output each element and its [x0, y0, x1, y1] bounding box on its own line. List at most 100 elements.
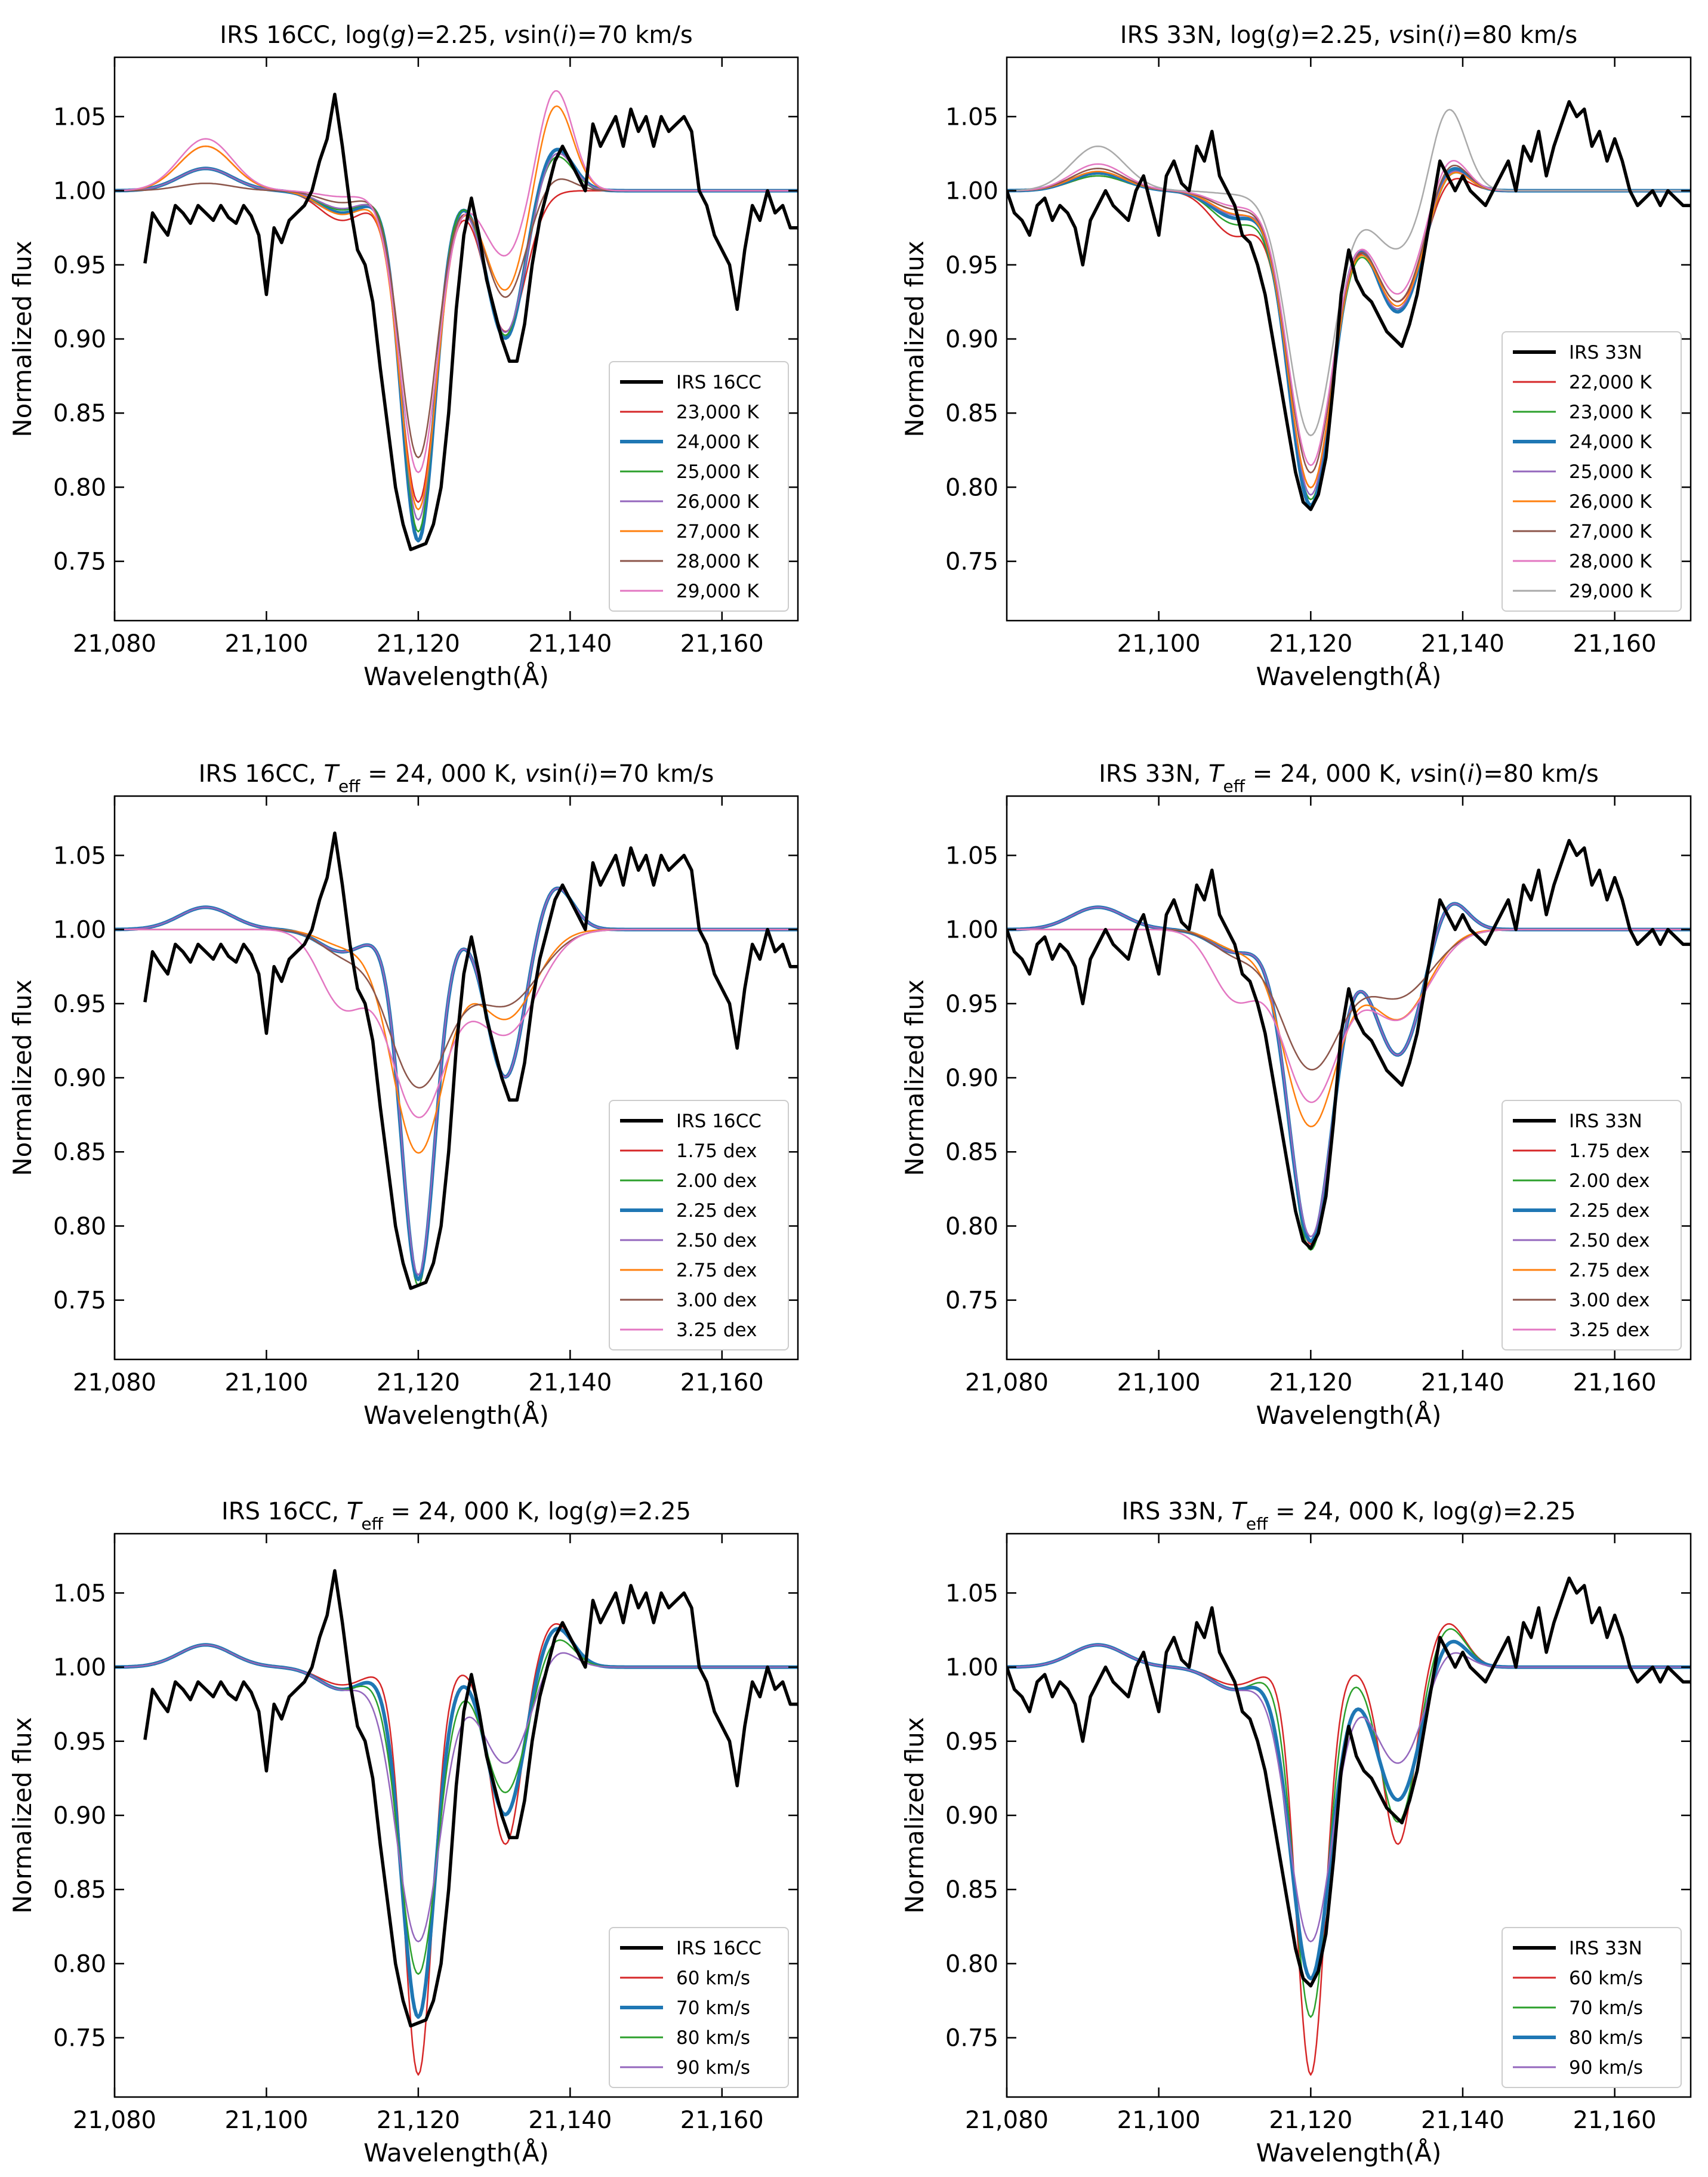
- legend-label: 27,000 K: [676, 521, 759, 542]
- x-tick-label: 21,140: [528, 2107, 612, 2134]
- y-tick-label: 0.85: [945, 400, 998, 427]
- plot-area: [115, 1569, 798, 2076]
- x-tick-label: 21,160: [1573, 1369, 1657, 1396]
- chart-panel-5: IRS 16CC, Teff = 24, 000 K, log(g)=2.25 2…: [8, 1498, 799, 2167]
- y-tick-label: 0.80: [945, 1950, 998, 1978]
- x-tick-label: 21,080: [73, 2107, 156, 2134]
- legend-entry: 3.00 dex: [1513, 1290, 1650, 1311]
- legend-entry: 28,000 K: [620, 551, 759, 572]
- y-tick-label: 1.05: [53, 103, 106, 131]
- x-tick-label: 21,080: [73, 630, 156, 658]
- x-tick-label: 21,120: [1269, 630, 1352, 658]
- legend-entry: 25,000 K: [1513, 461, 1652, 483]
- x-tick-label: 21,100: [224, 630, 308, 658]
- legend-box: [609, 1927, 789, 2088]
- x-tick-label: 21,080: [73, 1369, 156, 1396]
- legend-entry: 27,000 K: [1513, 521, 1652, 542]
- x-tick-label: 21,140: [1421, 630, 1504, 658]
- chart-title: IRS 16CC, Teff = 24, 000 K, vsin(i)=70 k…: [199, 760, 714, 796]
- y-tick-label: 0.90: [53, 1802, 106, 1830]
- legend-entry: 3.00 dex: [620, 1290, 757, 1311]
- legend-entry: 26,000 K: [1513, 491, 1652, 513]
- legend-label: 2.25 dex: [676, 1200, 757, 1222]
- y-tick-label: 0.75: [53, 548, 106, 576]
- y-axis-label: Normalized flux: [8, 240, 37, 437]
- model-line-90-km-s: [1007, 1644, 1691, 1942]
- observed-spectrum-line: [1007, 838, 1691, 1250]
- y-axis-label: Normalized flux: [900, 240, 929, 437]
- model-line-90-km-s: [115, 1644, 798, 1942]
- legend-label: 70 km/s: [1569, 1997, 1643, 2019]
- y-tick-label: 1.00: [53, 178, 106, 205]
- y-tick-label: 0.80: [945, 1213, 998, 1240]
- x-axis-label: Wavelength(Å): [1256, 1400, 1442, 1430]
- x-axis-label: Wavelength(Å): [1256, 2138, 1442, 2167]
- y-tick-label: 0.90: [945, 326, 998, 353]
- plot-area: [1007, 838, 1691, 1251]
- x-tick-label: 21,080: [965, 2107, 1049, 2134]
- y-tick-label: 1.00: [53, 917, 106, 944]
- legend-entry: IRS 33N: [1513, 342, 1642, 363]
- legend-box: [1502, 1927, 1682, 2088]
- y-tick-label: 1.05: [53, 842, 106, 869]
- legend-entry: IRS 33N: [1513, 1111, 1642, 1132]
- y-tick-label: 1.05: [945, 1580, 998, 1607]
- model-line-29-000-K: [1007, 109, 1691, 436]
- legend-label: IRS 33N: [1569, 1938, 1642, 1959]
- y-tick-label: 0.90: [53, 326, 106, 353]
- y-tick-label: 1.05: [945, 103, 998, 131]
- y-tick-label: 0.95: [945, 1728, 998, 1756]
- legend-entry: 24,000 K: [620, 431, 759, 453]
- legend-label: 2.50 dex: [1569, 1230, 1650, 1251]
- x-tick-label: 21,160: [680, 1369, 764, 1396]
- x-tick-label: 21,120: [377, 630, 460, 658]
- model-line-29-000-K: [115, 90, 798, 473]
- x-tick-label: 21,100: [224, 1369, 308, 1396]
- legend-entry: IRS 16CC: [620, 1938, 761, 1959]
- legend-entry: 2.00 dex: [1513, 1170, 1650, 1192]
- legend-label: 25,000 K: [1569, 461, 1652, 483]
- legend-entry: 23,000 K: [1513, 402, 1652, 423]
- x-tick-label: 21,160: [1573, 630, 1657, 658]
- y-tick-label: 1.05: [945, 842, 998, 869]
- legend-label: 22,000 K: [1569, 372, 1652, 393]
- y-tick-label: 0.95: [945, 991, 998, 1018]
- x-tick-label: 21,100: [224, 2107, 308, 2134]
- legend-label: 28,000 K: [1569, 551, 1652, 572]
- legend: IRS 33N 22,000 K 23,000 K 24,000 K 25,000 K 2…: [1502, 331, 1682, 612]
- y-tick-label: 0.95: [53, 991, 106, 1018]
- legend-entry: 25,000 K: [620, 461, 759, 483]
- y-tick-label: 1.00: [945, 917, 998, 944]
- x-axis-label: Wavelength(Å): [363, 1400, 549, 1430]
- legend-label: 3.25 dex: [1569, 1319, 1650, 1341]
- legend-label: 23,000 K: [1569, 402, 1652, 423]
- legend: IRS 16CC 60 km/s 70 km/s 80 km/s 90 km/s: [609, 1927, 789, 2088]
- legend-entry: IRS 33N: [1513, 1938, 1642, 1959]
- legend-label: 80 km/s: [1569, 2027, 1643, 2049]
- y-tick-label: 0.80: [945, 474, 998, 501]
- y-tick-label: 0.90: [53, 1065, 106, 1092]
- legend-entry: 60 km/s: [620, 1968, 750, 1989]
- legend-label: IRS 33N: [1569, 342, 1642, 363]
- legend-label: IRS 16CC: [676, 1111, 761, 1132]
- observed-spectrum-line: [143, 831, 798, 1290]
- y-axis-label: Normalized flux: [900, 1717, 929, 1913]
- y-tick-label: 0.75: [53, 2025, 106, 2052]
- x-tick-label: 21,100: [1117, 1369, 1201, 1396]
- legend: IRS 33N 1.75 dex 2.00 dex 2.25 dex 2.50 dex 2…: [1502, 1100, 1682, 1350]
- y-tick-label: 0.90: [945, 1802, 998, 1830]
- x-axis-label: Wavelength(Å): [1256, 661, 1442, 691]
- plot-area: [1007, 100, 1691, 511]
- y-axis-label: Normalized flux: [8, 979, 37, 1176]
- y-tick-label: 0.90: [945, 1065, 998, 1092]
- y-tick-label: 0.85: [53, 1139, 106, 1166]
- legend-label: 2.75 dex: [676, 1260, 757, 1281]
- legend-label: 90 km/s: [676, 2057, 750, 2079]
- legend-label: 3.00 dex: [1569, 1290, 1650, 1311]
- plot-area: [115, 90, 798, 551]
- x-tick-label: 21,160: [680, 630, 764, 658]
- chart-title: IRS 16CC, log(g)=2.25, vsin(i)=70 km/s: [220, 21, 692, 49]
- plot-area: [1007, 1576, 1691, 2076]
- x-tick-label: 21,120: [377, 2107, 460, 2134]
